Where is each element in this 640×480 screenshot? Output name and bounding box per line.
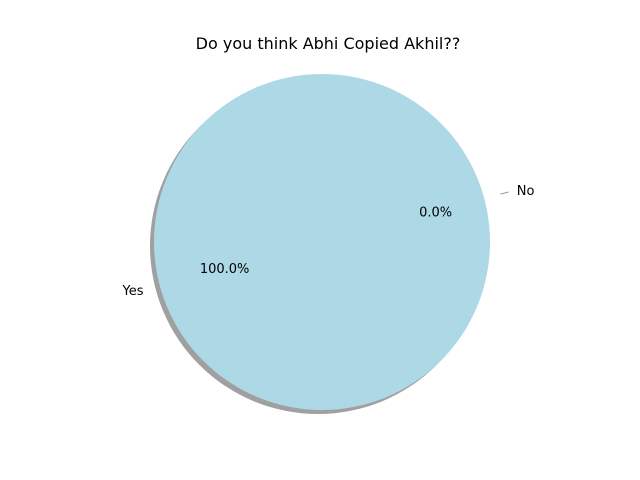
leader-line-no [500, 191, 509, 195]
pie-slice-yes [154, 74, 490, 410]
chart-title: Do you think Abhi Copied Akhil?? [196, 34, 461, 53]
slice-label-no: No [517, 184, 535, 199]
pie-group: Yes 100.0% No 0.0% [121, 74, 534, 414]
pct-label-no: 0.0% [419, 206, 452, 221]
pct-label-yes: 100.0% [200, 262, 250, 277]
slice-label-yes: Yes [121, 284, 143, 299]
